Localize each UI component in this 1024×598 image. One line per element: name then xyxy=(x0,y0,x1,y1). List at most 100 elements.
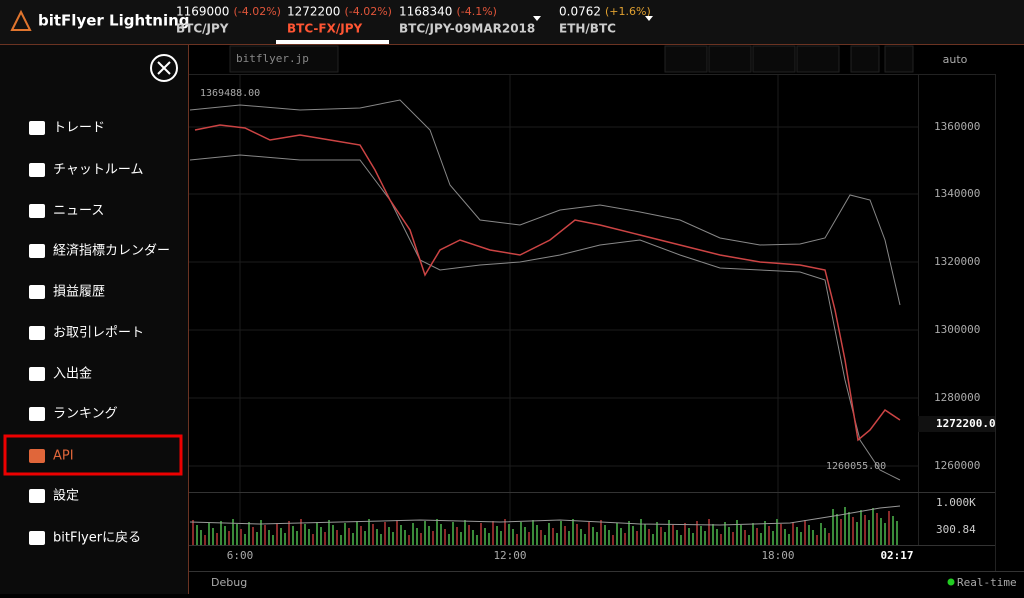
menu-item[interactable]: API xyxy=(53,449,74,464)
debug-tab[interactable]: Debug xyxy=(211,576,247,589)
volume-bar xyxy=(376,529,378,545)
volume-bar xyxy=(408,535,410,545)
site-label[interactable]: bitflyer.jp xyxy=(236,52,309,65)
tool-button[interactable] xyxy=(796,45,840,73)
volume-label: 300.84 xyxy=(936,523,976,536)
bollinger-lower xyxy=(189,154,901,481)
volume-bar xyxy=(752,523,754,545)
volume-bar xyxy=(596,532,598,545)
ticker[interactable]: 0.0762 (+1.6%) ETH/BTC xyxy=(559,5,653,36)
volume-bar xyxy=(344,523,346,545)
ticker-change: (-4.1%) xyxy=(456,5,497,18)
menu-item[interactable]: チャットルーム xyxy=(53,163,143,178)
volume-bar xyxy=(328,520,330,545)
tool-button[interactable] xyxy=(708,45,752,73)
tool-button[interactable] xyxy=(884,45,914,73)
volume-bar xyxy=(452,522,454,545)
volume-bar xyxy=(796,527,798,545)
volume-bar xyxy=(472,530,474,545)
volume-bar xyxy=(784,529,786,545)
volume-bar xyxy=(620,528,622,545)
menu-item[interactable]: 設定 xyxy=(53,488,79,504)
volume-bar xyxy=(736,520,738,545)
volume-bar xyxy=(268,530,270,545)
volume-bar xyxy=(304,524,306,545)
volume-bar xyxy=(744,530,746,545)
volume-bar xyxy=(580,529,582,545)
volume-bar xyxy=(712,524,714,545)
volume-bar xyxy=(704,531,706,545)
menu-icon xyxy=(29,531,45,545)
volume-bar xyxy=(884,523,886,545)
volume-bar xyxy=(432,531,434,545)
volume-bar xyxy=(612,535,614,545)
volume-bar xyxy=(676,530,678,545)
menu-item[interactable]: お取引レポート xyxy=(53,326,144,341)
menu-item[interactable]: ランキング xyxy=(53,407,118,422)
tool-button[interactable] xyxy=(752,45,796,73)
volume-bar xyxy=(816,535,818,545)
high-label: 1369488.00 xyxy=(200,88,260,99)
ticker-pair: BTC-FX/JPY xyxy=(287,22,362,36)
ticker[interactable]: 1169000 (-4.02%) BTC/JPY xyxy=(176,5,281,36)
menu-icon xyxy=(29,489,45,503)
brand[interactable]: bitFlyer Lightning xyxy=(38,12,190,30)
volume-bar xyxy=(760,533,762,545)
volume-bar xyxy=(260,520,262,545)
ticker-price: 0.0762 xyxy=(559,5,601,19)
close-icon xyxy=(157,61,171,75)
volume-bar xyxy=(256,532,258,545)
price-label: 1320000 xyxy=(934,255,980,268)
volume-bar xyxy=(396,520,398,545)
menu-item[interactable]: ニュース xyxy=(53,204,104,219)
menu-item[interactable]: トレード xyxy=(53,121,105,136)
volume-bar xyxy=(448,534,450,545)
volume-bar xyxy=(284,533,286,545)
volume-bar xyxy=(652,534,654,545)
volume-bar xyxy=(236,524,238,545)
volume-bar xyxy=(856,522,858,545)
volume-bar xyxy=(844,507,846,545)
volume-bar xyxy=(524,527,526,545)
volume-bar xyxy=(424,521,426,545)
bollinger-upper xyxy=(189,99,901,306)
volume-bar xyxy=(196,525,198,545)
volume-bar xyxy=(504,519,506,545)
ticker[interactable]: 1272200 (-4.02%) BTC-FX/JPY xyxy=(287,5,392,36)
volume-bar xyxy=(492,521,494,545)
menu-item[interactable]: 入出金 xyxy=(53,366,92,382)
volume-bar xyxy=(768,526,770,545)
price-label: 1340000 xyxy=(934,187,980,200)
volume-bar xyxy=(756,528,758,545)
volume-bar xyxy=(632,526,634,545)
volume-bar xyxy=(416,528,418,545)
price-line xyxy=(194,124,901,442)
menu-item[interactable]: 経済指標カレンダー xyxy=(53,243,170,259)
low-label: 1260055.00 xyxy=(826,461,886,472)
tool-button[interactable] xyxy=(664,45,708,73)
ticker-pair: BTC/JPY-09MAR2018 xyxy=(399,22,535,36)
volume-bar xyxy=(248,522,250,545)
volume-ma xyxy=(189,505,901,526)
volume-bar xyxy=(276,523,278,545)
ticker[interactable]: 1168340 (-4.1%) BTC/JPY-09MAR2018 xyxy=(399,5,541,36)
volume-bar xyxy=(668,520,670,545)
volume-bar xyxy=(456,527,458,545)
ticker-pair: ETH/BTC xyxy=(559,22,616,36)
volume-label: 1.000K xyxy=(936,496,976,509)
volume-bar xyxy=(536,525,538,545)
volume-bar xyxy=(740,525,742,545)
volume-bar xyxy=(232,519,234,545)
tool-button[interactable] xyxy=(850,45,880,73)
dropdown-arrow xyxy=(533,16,541,21)
menu-item[interactable]: bitFlyerに戻る xyxy=(53,531,141,546)
volume-bar xyxy=(368,519,370,545)
volume-bar xyxy=(404,530,406,545)
volume-bar xyxy=(440,524,442,545)
close-button[interactable] xyxy=(150,54,178,82)
scale-label[interactable]: auto xyxy=(943,53,968,66)
menu-item[interactable]: 損益履歴 xyxy=(53,285,105,300)
volume-bar xyxy=(680,535,682,545)
volume-bar xyxy=(688,528,690,545)
